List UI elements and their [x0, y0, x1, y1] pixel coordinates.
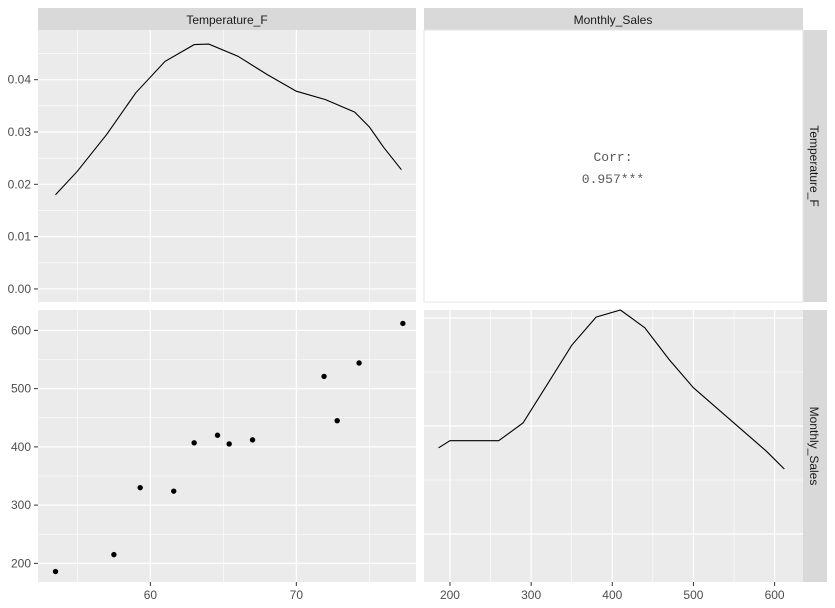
strip-top-left-label: Temperature_F — [186, 13, 267, 27]
panel-temperature-sales-scatter — [38, 310, 416, 582]
scatter-point — [111, 551, 117, 558]
x-tick-label-sales: 400 — [602, 588, 622, 602]
strip-top-right — [424, 8, 803, 30]
y-tick-label-sales: 600 — [11, 323, 31, 337]
x-tick-label-sales: 300 — [521, 588, 541, 602]
axis-ticks: 0.00 0.01 0.02 0.03 0.04 200 300 400 500 600 60 70 2… — [8, 73, 785, 602]
panel-background — [38, 30, 416, 302]
temperature-density-line — [55, 43, 402, 196]
y-tick-label-sales: 300 — [11, 498, 31, 512]
x-tick-label-sales: 600 — [765, 588, 785, 602]
y-tick-label-density: 0.04 — [8, 73, 32, 87]
x-tick-label-temperature: 60 — [144, 588, 158, 602]
panel-correlation: Corr: 0.957*** — [423, 29, 804, 303]
y-tick-label-sales: 400 — [11, 440, 31, 454]
strip-right-bottom — [803, 310, 827, 582]
correlation-value: 0.957*** — [582, 172, 644, 187]
panel-temperature-density — [38, 30, 416, 302]
panel-sales-density — [424, 309, 803, 582]
correlation-panel-background — [423, 29, 804, 303]
strip-right-bottom-label: Monthly_Sales — [807, 407, 821, 486]
y-tick-label-sales: 200 — [11, 556, 31, 570]
scatter-point — [171, 488, 177, 494]
panel-background — [424, 310, 803, 582]
scatter-point — [137, 484, 143, 491]
y-tick-label-density: 0.01 — [8, 230, 32, 244]
scatter-point — [226, 441, 232, 447]
correlation-label: Corr: — [593, 150, 632, 165]
panel-background — [38, 310, 416, 582]
scatter-point — [321, 373, 327, 380]
strip-top-right-label: Monthly_Sales — [574, 13, 653, 27]
sales-density-line — [438, 309, 785, 470]
y-tick-label-density: 0.00 — [8, 282, 32, 296]
x-tick-label-temperature: 70 — [290, 588, 304, 602]
scatter-point — [356, 360, 362, 366]
scatter-point — [191, 440, 197, 446]
y-tick-label-density: 0.02 — [8, 177, 32, 191]
scatter-point — [52, 568, 59, 575]
scatter-point — [214, 432, 221, 438]
scatter-point — [249, 437, 256, 443]
scatter-point — [400, 320, 406, 327]
y-tick-label-density: 0.03 — [8, 125, 32, 139]
strip-top-left — [38, 8, 416, 30]
strip-right-top — [803, 30, 827, 302]
scatter-point — [334, 417, 340, 424]
y-tick-label-sales: 500 — [11, 382, 31, 396]
x-tick-label-sales: 200 — [440, 588, 460, 602]
x-tick-label-sales: 500 — [683, 588, 703, 602]
strip-right-top-label: Temperature_F — [807, 125, 821, 206]
